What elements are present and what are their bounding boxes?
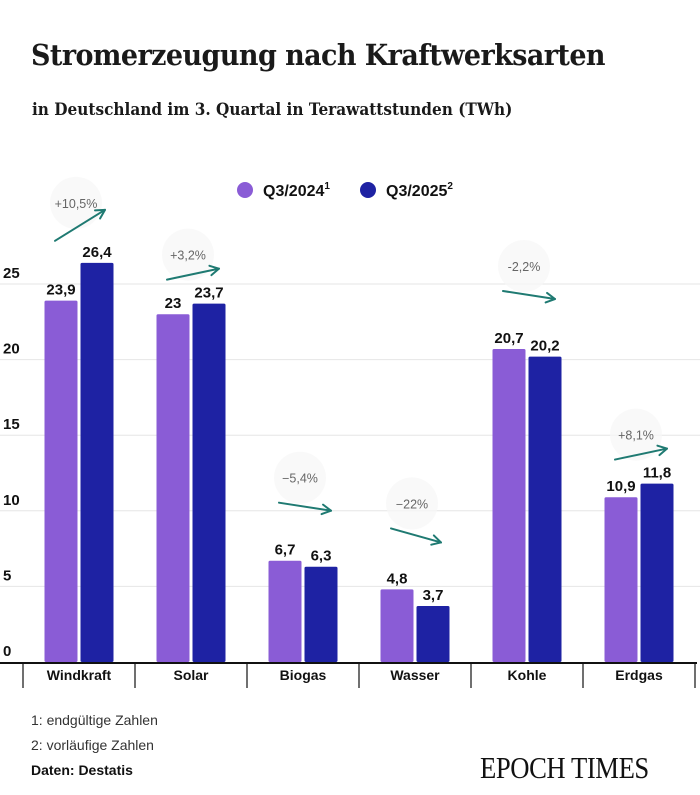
trend-arrow-shaft (390, 527, 442, 544)
change-label: +10,5% (55, 197, 98, 211)
annotation-bubble (386, 477, 438, 530)
x-axis: Windkraft Solar Biogas Wasser Kohle Erdgas (0, 662, 697, 688)
bar-value-label: 11,8 (643, 465, 671, 482)
trend-arrow-icon (94, 208, 106, 220)
annotation-bubble (162, 228, 214, 281)
bar-kohle-Q3-2024 (492, 349, 526, 662)
bar-value-label: 6,3 (311, 548, 332, 565)
legend-swatch (360, 182, 376, 198)
bar-value-label: 23,9 (46, 282, 75, 299)
trend-arrow-icon (656, 444, 668, 457)
bar-value-label: 20,7 (494, 330, 523, 347)
annotation-bubble (50, 176, 102, 229)
trend-arrow-shaft (502, 290, 556, 301)
bar-value-label: 10,9 (606, 478, 635, 495)
footnote-1: 1: endgültige Zahlen (31, 712, 158, 728)
y-axis-ticks: 0 5 10 15 20 25 (3, 265, 20, 660)
change-label: +3,2% (170, 249, 206, 263)
bar-value-label: 23,7 (194, 285, 223, 302)
trend-arrow-shaft (614, 447, 668, 461)
bar-value-label: 3,7 (423, 587, 444, 604)
bar-wasser-Q3-2024 (380, 589, 414, 662)
bar-value-labels: 23,9 26,4 23 23,7 6,7 6,3 4,8 3,7 20,7 20,2 10,9 11… (46, 244, 671, 604)
bar-kohle-Q3-2025 (528, 356, 562, 662)
trend-arrow-icon (544, 291, 556, 304)
change-label: +8,1% (618, 429, 654, 443)
trend-arrow-icon (208, 264, 220, 277)
bar-value-label: 20,2 (530, 338, 559, 355)
trend-arrow-shaft (54, 208, 106, 242)
y-tick-label: 10 (3, 492, 20, 509)
x-tick-label: Erdgas (615, 667, 663, 683)
x-tick-label: Solar (173, 667, 209, 683)
bar-erdgas-Q3-2024 (604, 497, 638, 662)
brand-logo: EPOCH TIMES (480, 750, 649, 785)
bar-erdgas-Q3-2025 (640, 483, 674, 662)
x-tick-label: Biogas (280, 667, 327, 683)
trend-arrow-icon (430, 534, 442, 546)
trend-arrow-shaft (278, 501, 332, 512)
change-label: -2,2% (508, 260, 541, 274)
legend: Q3/20241 Q3/20252 (237, 181, 453, 200)
x-tick-label: Windkraft (47, 667, 112, 683)
y-tick-label: 20 (3, 341, 20, 358)
annotation-bubble (610, 408, 662, 461)
bar-value-label: 23 (165, 295, 182, 312)
chart-subtitle: in Deutschland im 3. Quartal in Terawatt… (32, 100, 513, 120)
trend-arrow-shaft (166, 267, 220, 281)
bar-value-label: 6,7 (275, 542, 296, 559)
legend-swatch (237, 182, 253, 198)
chart-title: Stromerzeugung nach Kraftwerksarten (31, 38, 606, 72)
bar-value-label: 4,8 (387, 570, 408, 587)
y-tick-label: 0 (3, 643, 11, 660)
bar-solar-Q3-2025 (192, 303, 226, 662)
bars (44, 262, 674, 662)
x-tick-label: Wasser (390, 667, 440, 683)
source-note: Daten: Destatis (31, 762, 133, 778)
legend-label: Q3/20241 (263, 181, 330, 200)
annotation-bubble (274, 451, 326, 504)
gridlines (0, 283, 700, 587)
trend-arrow-icon (320, 503, 332, 516)
change-label: −22% (396, 497, 428, 511)
change-label: −5,4% (282, 472, 318, 486)
bar-biogas-Q3-2024 (268, 560, 302, 662)
bar-solar-Q3-2024 (156, 314, 190, 662)
bar-biogas-Q3-2025 (304, 566, 338, 662)
annotation-bubble (498, 240, 550, 293)
legend-label: Q3/20252 (386, 181, 453, 200)
change-annotations: +10,5% +3,2% −5,4% −22% -2,2% +8,1% (50, 176, 668, 546)
y-tick-label: 5 (3, 567, 11, 584)
footnote-2: 2: vorläufige Zahlen (31, 737, 154, 753)
y-tick-label: 25 (3, 265, 20, 282)
y-tick-label: 15 (3, 416, 20, 433)
bar-windkraft-Q3-2025 (80, 262, 114, 662)
bar-windkraft-Q3-2024 (44, 300, 78, 662)
x-tick-label: Kohle (508, 667, 547, 683)
bar-value-label: 26,4 (82, 244, 112, 261)
bar-wasser-Q3-2025 (416, 606, 450, 662)
